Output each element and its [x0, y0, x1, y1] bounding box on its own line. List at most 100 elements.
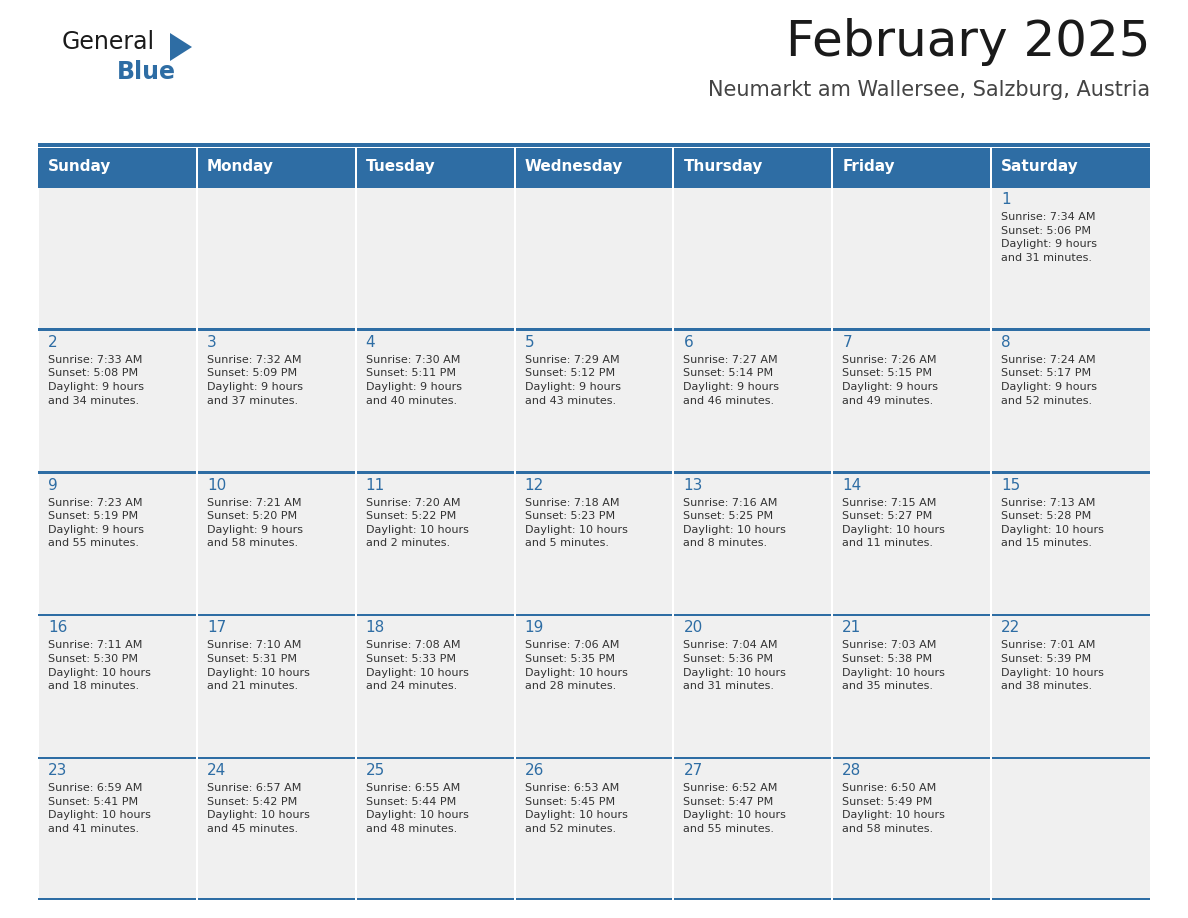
Text: 10: 10 [207, 477, 226, 493]
Bar [992, 759, 1150, 900]
Bar [38, 330, 196, 472]
Text: Sunrise: 7:15 AM
Sunset: 5:27 PM
Daylight: 10 hours
and 11 minutes.: Sunrise: 7:15 AM Sunset: 5:27 PM Dayligh… [842, 498, 946, 548]
Text: Sunrise: 7:20 AM
Sunset: 5:22 PM
Daylight: 10 hours
and 2 minutes.: Sunrise: 7:20 AM Sunset: 5:22 PM Dayligh… [366, 498, 468, 548]
Bar [197, 474, 355, 614]
Bar [38, 329, 1150, 330]
Bar [516, 188, 672, 329]
Bar [38, 143, 1150, 147]
Text: Sunrise: 6:59 AM
Sunset: 5:41 PM
Daylight: 10 hours
and 41 minutes.: Sunrise: 6:59 AM Sunset: 5:41 PM Dayligh… [48, 783, 151, 834]
Text: Sunrise: 7:01 AM
Sunset: 5:39 PM
Daylight: 10 hours
and 38 minutes.: Sunrise: 7:01 AM Sunset: 5:39 PM Dayligh… [1001, 641, 1104, 691]
Bar [674, 474, 832, 614]
Text: Sunrise: 7:08 AM
Sunset: 5:33 PM
Daylight: 10 hours
and 24 minutes.: Sunrise: 7:08 AM Sunset: 5:33 PM Dayligh… [366, 641, 468, 691]
Bar [674, 330, 832, 472]
Bar [356, 330, 514, 472]
Bar [197, 188, 355, 329]
Text: Sunday: Sunday [48, 160, 112, 174]
Text: 4: 4 [366, 335, 375, 350]
Bar [38, 759, 196, 900]
Bar [833, 759, 991, 900]
Bar [833, 474, 991, 614]
Bar [992, 474, 1150, 614]
Text: 19: 19 [525, 621, 544, 635]
Bar [674, 759, 832, 900]
Text: 17: 17 [207, 621, 226, 635]
Text: 12: 12 [525, 477, 544, 493]
Text: Sunrise: 7:24 AM
Sunset: 5:17 PM
Daylight: 9 hours
and 52 minutes.: Sunrise: 7:24 AM Sunset: 5:17 PM Dayligh… [1001, 354, 1098, 406]
Text: Neumarkt am Wallersee, Salzburg, Austria: Neumarkt am Wallersee, Salzburg, Austria [708, 80, 1150, 100]
Bar [38, 148, 1150, 186]
Text: Monday: Monday [207, 160, 274, 174]
Text: Blue: Blue [116, 60, 176, 84]
Bar [992, 616, 1150, 757]
Bar [833, 616, 991, 757]
Text: 6: 6 [683, 335, 693, 350]
Bar [38, 616, 196, 757]
Bar [197, 330, 355, 472]
Text: Sunrise: 7:03 AM
Sunset: 5:38 PM
Daylight: 10 hours
and 35 minutes.: Sunrise: 7:03 AM Sunset: 5:38 PM Dayligh… [842, 641, 946, 691]
Text: 25: 25 [366, 763, 385, 778]
Bar [356, 188, 514, 329]
Bar [674, 616, 832, 757]
Text: 23: 23 [48, 763, 68, 778]
Text: 21: 21 [842, 621, 861, 635]
Text: Sunrise: 7:18 AM
Sunset: 5:23 PM
Daylight: 10 hours
and 5 minutes.: Sunrise: 7:18 AM Sunset: 5:23 PM Dayligh… [525, 498, 627, 548]
Bar [356, 616, 514, 757]
Text: Sunrise: 7:21 AM
Sunset: 5:20 PM
Daylight: 9 hours
and 58 minutes.: Sunrise: 7:21 AM Sunset: 5:20 PM Dayligh… [207, 498, 303, 548]
Bar [196, 148, 198, 900]
Bar [38, 898, 1150, 900]
Polygon shape [170, 33, 192, 61]
Text: 5: 5 [525, 335, 535, 350]
Text: General: General [62, 30, 156, 54]
Bar [833, 188, 991, 329]
Text: Sunrise: 7:23 AM
Sunset: 5:19 PM
Daylight: 9 hours
and 55 minutes.: Sunrise: 7:23 AM Sunset: 5:19 PM Dayligh… [48, 498, 144, 548]
Text: Sunrise: 7:11 AM
Sunset: 5:30 PM
Daylight: 10 hours
and 18 minutes.: Sunrise: 7:11 AM Sunset: 5:30 PM Dayligh… [48, 641, 151, 691]
Text: Sunrise: 7:29 AM
Sunset: 5:12 PM
Daylight: 9 hours
and 43 minutes.: Sunrise: 7:29 AM Sunset: 5:12 PM Dayligh… [525, 354, 620, 406]
Text: Sunrise: 7:10 AM
Sunset: 5:31 PM
Daylight: 10 hours
and 21 minutes.: Sunrise: 7:10 AM Sunset: 5:31 PM Dayligh… [207, 641, 310, 691]
Text: Saturday: Saturday [1001, 160, 1079, 174]
Text: Sunrise: 6:57 AM
Sunset: 5:42 PM
Daylight: 10 hours
and 45 minutes.: Sunrise: 6:57 AM Sunset: 5:42 PM Dayligh… [207, 783, 310, 834]
Bar [832, 148, 833, 900]
Text: 22: 22 [1001, 621, 1020, 635]
Text: Sunrise: 7:34 AM
Sunset: 5:06 PM
Daylight: 9 hours
and 31 minutes.: Sunrise: 7:34 AM Sunset: 5:06 PM Dayligh… [1001, 212, 1098, 263]
Text: 11: 11 [366, 477, 385, 493]
Text: Sunrise: 7:16 AM
Sunset: 5:25 PM
Daylight: 10 hours
and 8 minutes.: Sunrise: 7:16 AM Sunset: 5:25 PM Dayligh… [683, 498, 786, 548]
Bar [38, 471, 1150, 474]
Text: 26: 26 [525, 763, 544, 778]
Text: 3: 3 [207, 335, 216, 350]
Bar [356, 759, 514, 900]
Text: 2: 2 [48, 335, 58, 350]
Text: 7: 7 [842, 335, 852, 350]
Text: Sunrise: 6:52 AM
Sunset: 5:47 PM
Daylight: 10 hours
and 55 minutes.: Sunrise: 6:52 AM Sunset: 5:47 PM Dayligh… [683, 783, 786, 834]
Text: 27: 27 [683, 763, 702, 778]
Bar [197, 616, 355, 757]
Text: 8: 8 [1001, 335, 1011, 350]
Text: 24: 24 [207, 763, 226, 778]
Text: Sunrise: 6:55 AM
Sunset: 5:44 PM
Daylight: 10 hours
and 48 minutes.: Sunrise: 6:55 AM Sunset: 5:44 PM Dayligh… [366, 783, 468, 834]
Bar [833, 330, 991, 472]
Bar [38, 756, 1150, 759]
Text: 16: 16 [48, 621, 68, 635]
Text: 1: 1 [1001, 192, 1011, 207]
Bar [674, 188, 832, 329]
Text: 14: 14 [842, 477, 861, 493]
Bar [197, 759, 355, 900]
Text: Tuesday: Tuesday [366, 160, 436, 174]
Bar [38, 188, 196, 329]
Text: Sunrise: 7:33 AM
Sunset: 5:08 PM
Daylight: 9 hours
and 34 minutes.: Sunrise: 7:33 AM Sunset: 5:08 PM Dayligh… [48, 354, 144, 406]
Text: 28: 28 [842, 763, 861, 778]
Text: Sunrise: 7:06 AM
Sunset: 5:35 PM
Daylight: 10 hours
and 28 minutes.: Sunrise: 7:06 AM Sunset: 5:35 PM Dayligh… [525, 641, 627, 691]
Bar [355, 148, 356, 900]
Text: 20: 20 [683, 621, 702, 635]
Text: 13: 13 [683, 477, 703, 493]
Text: Wednesday: Wednesday [525, 160, 623, 174]
Text: Sunrise: 6:53 AM
Sunset: 5:45 PM
Daylight: 10 hours
and 52 minutes.: Sunrise: 6:53 AM Sunset: 5:45 PM Dayligh… [525, 783, 627, 834]
Bar [38, 474, 196, 614]
Bar [356, 474, 514, 614]
Bar [516, 474, 672, 614]
Bar [990, 148, 992, 900]
Text: Sunrise: 7:13 AM
Sunset: 5:28 PM
Daylight: 10 hours
and 15 minutes.: Sunrise: 7:13 AM Sunset: 5:28 PM Dayligh… [1001, 498, 1104, 548]
Text: Sunrise: 7:27 AM
Sunset: 5:14 PM
Daylight: 9 hours
and 46 minutes.: Sunrise: 7:27 AM Sunset: 5:14 PM Dayligh… [683, 354, 779, 406]
Bar [992, 330, 1150, 472]
Text: Friday: Friday [842, 160, 895, 174]
Text: 9: 9 [48, 477, 58, 493]
